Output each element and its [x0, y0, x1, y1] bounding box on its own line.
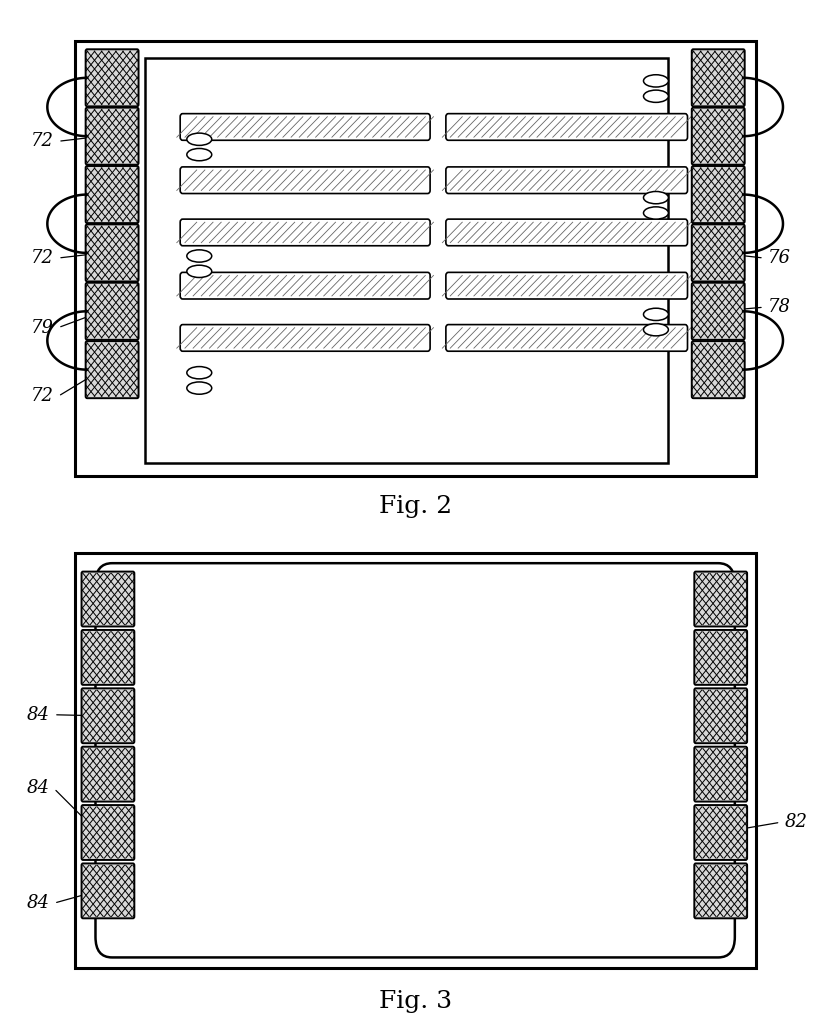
Text: Fig. 2: Fig. 2 — [378, 496, 452, 518]
Text: 84: 84 — [27, 779, 50, 798]
FancyBboxPatch shape — [446, 167, 687, 194]
FancyBboxPatch shape — [85, 341, 139, 398]
Ellipse shape — [643, 207, 668, 219]
FancyBboxPatch shape — [446, 272, 687, 299]
Ellipse shape — [187, 133, 212, 145]
FancyBboxPatch shape — [81, 746, 134, 802]
FancyBboxPatch shape — [180, 219, 430, 246]
FancyBboxPatch shape — [180, 272, 430, 299]
FancyBboxPatch shape — [85, 224, 139, 282]
FancyBboxPatch shape — [145, 58, 668, 463]
Text: 84: 84 — [27, 706, 50, 724]
FancyBboxPatch shape — [85, 108, 139, 165]
Ellipse shape — [187, 250, 212, 262]
FancyBboxPatch shape — [694, 571, 747, 627]
FancyBboxPatch shape — [81, 630, 134, 685]
FancyBboxPatch shape — [81, 571, 134, 627]
FancyBboxPatch shape — [694, 863, 747, 919]
Ellipse shape — [643, 308, 668, 321]
FancyBboxPatch shape — [691, 49, 745, 106]
Ellipse shape — [643, 191, 668, 204]
FancyBboxPatch shape — [95, 563, 735, 957]
FancyBboxPatch shape — [81, 805, 134, 860]
FancyBboxPatch shape — [180, 167, 430, 194]
FancyBboxPatch shape — [446, 219, 687, 246]
Ellipse shape — [643, 90, 668, 102]
Text: 72: 72 — [31, 249, 54, 267]
FancyBboxPatch shape — [694, 688, 747, 743]
Text: 78: 78 — [768, 298, 791, 316]
FancyBboxPatch shape — [694, 805, 747, 860]
FancyBboxPatch shape — [691, 341, 745, 398]
FancyBboxPatch shape — [81, 688, 134, 743]
FancyBboxPatch shape — [691, 166, 745, 223]
Text: 79: 79 — [31, 318, 54, 337]
FancyBboxPatch shape — [446, 114, 687, 140]
FancyBboxPatch shape — [691, 224, 745, 282]
Text: 72: 72 — [31, 387, 54, 406]
FancyBboxPatch shape — [691, 108, 745, 165]
FancyBboxPatch shape — [75, 41, 755, 476]
Text: Fig. 3: Fig. 3 — [378, 990, 452, 1013]
Text: 84: 84 — [27, 894, 50, 912]
Ellipse shape — [643, 324, 668, 336]
Ellipse shape — [187, 367, 212, 379]
Ellipse shape — [187, 382, 212, 394]
FancyBboxPatch shape — [180, 325, 430, 351]
Text: 82: 82 — [784, 813, 808, 831]
Ellipse shape — [643, 75, 668, 87]
FancyBboxPatch shape — [694, 746, 747, 802]
FancyBboxPatch shape — [75, 553, 755, 968]
FancyBboxPatch shape — [81, 863, 134, 919]
Text: 72: 72 — [31, 132, 54, 151]
FancyBboxPatch shape — [446, 325, 687, 351]
FancyBboxPatch shape — [694, 630, 747, 685]
FancyBboxPatch shape — [85, 283, 139, 340]
FancyBboxPatch shape — [180, 114, 430, 140]
FancyBboxPatch shape — [691, 283, 745, 340]
FancyBboxPatch shape — [85, 166, 139, 223]
Ellipse shape — [187, 148, 212, 161]
Ellipse shape — [187, 265, 212, 278]
FancyBboxPatch shape — [85, 49, 139, 106]
Text: 76: 76 — [768, 249, 791, 267]
